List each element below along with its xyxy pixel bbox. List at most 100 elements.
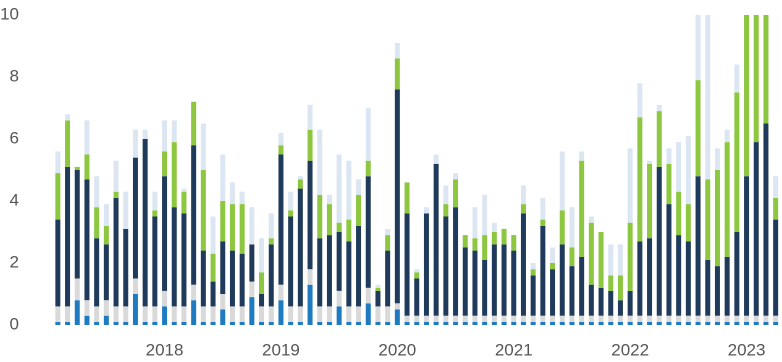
bar-segment — [763, 321, 769, 325]
bar-segment — [249, 244, 255, 282]
bar-segment — [346, 219, 352, 242]
bar-segment — [588, 284, 594, 316]
bar-segment — [705, 315, 711, 322]
bar-segment — [142, 306, 148, 322]
bar-segment — [414, 278, 420, 316]
bar-segment — [307, 284, 313, 325]
bar-segment — [65, 321, 71, 325]
bar-segment — [288, 306, 294, 322]
bar-segment — [579, 256, 585, 316]
bar-segment — [482, 259, 488, 316]
bar-segment — [462, 321, 468, 325]
bar-segment — [191, 145, 197, 285]
bar-segment — [773, 315, 779, 322]
bar-segment — [744, 0, 749, 15]
bar-segment — [200, 306, 206, 322]
bar-segment — [617, 300, 623, 316]
bar-segment — [482, 315, 488, 322]
bar-segment — [162, 290, 168, 307]
bar-segment — [443, 315, 449, 322]
bar-segment — [404, 315, 410, 322]
bar-segment — [132, 278, 138, 294]
bar-segment — [385, 250, 391, 307]
bar-segment — [307, 129, 313, 161]
bar-segment — [579, 315, 585, 322]
bar-segment — [520, 204, 526, 214]
bar-segment — [676, 235, 682, 316]
bar-segment — [152, 321, 158, 325]
y-tick-label: 6 — [10, 128, 19, 147]
bar-segment — [676, 321, 682, 325]
bar-segment — [569, 266, 575, 316]
bar-segment — [326, 194, 332, 205]
bar-segment — [346, 160, 352, 220]
bar-segment — [608, 290, 614, 316]
bar-segment — [336, 232, 342, 291]
bar-segment — [627, 321, 633, 325]
bar-segment — [132, 294, 138, 325]
bar-segment — [365, 108, 371, 161]
bar-segment — [414, 269, 420, 273]
bar-segment — [676, 315, 682, 322]
bar-segment — [55, 219, 61, 307]
bar-segment — [540, 219, 546, 226]
bar-segment — [152, 210, 158, 217]
bar-segment — [259, 321, 265, 325]
bar-segment — [714, 266, 720, 316]
bar-segment — [268, 321, 274, 325]
bar-segment — [656, 104, 662, 112]
bar-segment — [326, 321, 332, 325]
bar-segment — [375, 290, 381, 307]
bar-segment — [365, 160, 371, 177]
bar-segment — [113, 321, 119, 325]
bar-segment — [588, 315, 594, 322]
bar-segment — [229, 321, 235, 325]
bar-segment — [501, 315, 507, 322]
bar-segment — [569, 207, 575, 248]
bar-segment — [773, 197, 779, 220]
bar-segment — [113, 197, 119, 307]
bar-segment — [647, 163, 653, 239]
bar-segment — [695, 315, 701, 322]
bar-segment — [627, 148, 633, 223]
bar-segment — [423, 213, 429, 316]
bar-segment — [307, 160, 313, 270]
bar-segment — [404, 321, 410, 325]
bar-segment — [685, 321, 691, 325]
bar-segment — [346, 321, 352, 325]
bar-segment — [317, 194, 323, 239]
bar-segment — [608, 275, 614, 291]
bar-segment — [278, 132, 284, 146]
bar-segment — [647, 238, 653, 316]
bar-segment — [385, 235, 391, 251]
bar-segment — [268, 306, 274, 322]
bar-segment — [443, 216, 449, 316]
bar-segment — [763, 123, 769, 316]
x-tick-label: 2020 — [378, 340, 416, 359]
bar-segment — [637, 83, 643, 118]
bar-segment — [773, 219, 779, 316]
bar-segment — [74, 278, 80, 301]
bar-segment — [152, 191, 158, 211]
bar-segment — [433, 315, 439, 322]
y-tick-label: 8 — [10, 66, 19, 85]
bar-segment — [598, 315, 604, 322]
bar-segment — [356, 321, 362, 325]
bar-segment — [443, 185, 449, 205]
bar-segment — [191, 300, 197, 325]
bar-segment — [520, 185, 526, 205]
bar-segment — [705, 179, 711, 260]
bar-segment — [229, 250, 235, 307]
bar-segment — [84, 300, 90, 316]
bar-segment — [317, 129, 323, 195]
bar-segment — [714, 321, 720, 325]
bar-segment — [103, 204, 109, 226]
bar-segment — [249, 281, 255, 298]
bar-segment — [375, 306, 381, 322]
bar-segment — [608, 321, 614, 325]
bar-segment — [637, 321, 643, 325]
bar-segment — [307, 104, 313, 130]
bar-segment — [763, 15, 769, 124]
bar-segment — [94, 238, 100, 307]
bar-segment — [617, 244, 623, 276]
